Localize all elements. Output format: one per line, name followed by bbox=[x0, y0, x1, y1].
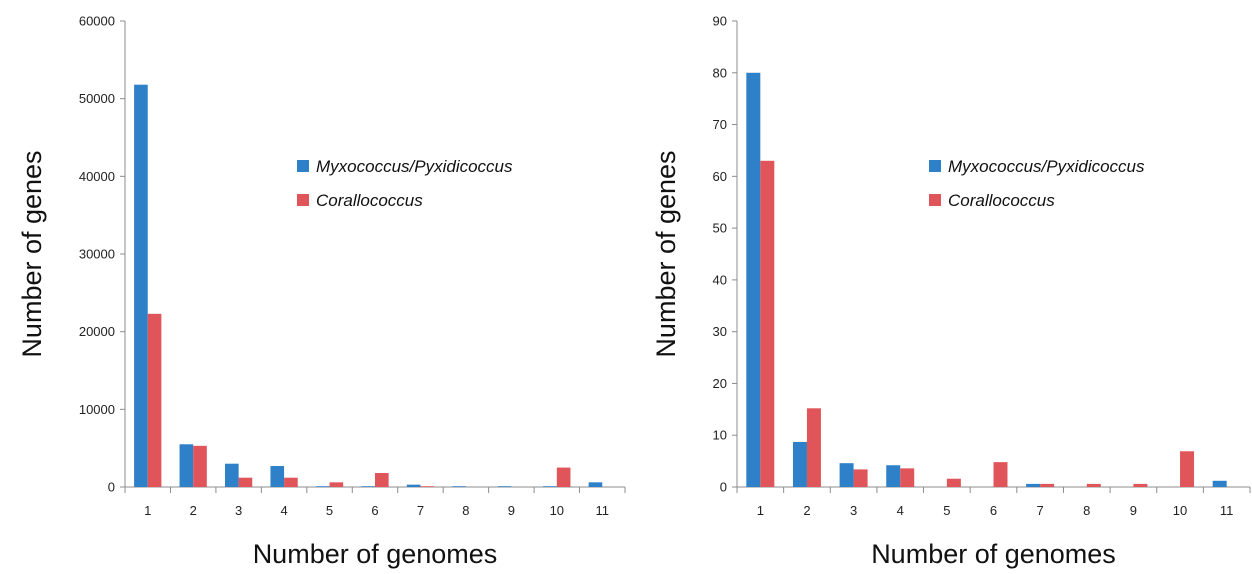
bar-corallococcus bbox=[556, 467, 571, 487]
y-tick-label: 10000 bbox=[79, 402, 115, 417]
bar-corallococcus bbox=[1180, 451, 1195, 487]
bar-corallococcus bbox=[760, 160, 775, 488]
x-tick-label: 5 bbox=[326, 503, 333, 518]
x-tick-label: 11 bbox=[1220, 503, 1234, 518]
legend-label: Corallococcus bbox=[948, 191, 1055, 210]
bar-myxococcus bbox=[886, 465, 901, 487]
x-tick-label: 3 bbox=[850, 503, 857, 518]
y-tick-label: 30 bbox=[713, 324, 727, 339]
legend-label: Myxococcus/Pyxidicoccus bbox=[316, 157, 513, 176]
bar-corallococcus bbox=[853, 469, 868, 487]
x-tick-label: 7 bbox=[1037, 503, 1044, 518]
bar-myxococcus bbox=[497, 486, 512, 487]
bar-myxococcus bbox=[225, 463, 239, 487]
x-tick-label: 8 bbox=[462, 503, 469, 518]
bar-corallococcus bbox=[238, 477, 253, 487]
x-tick-label: 1 bbox=[144, 503, 151, 518]
bar-myxococcus bbox=[1212, 480, 1227, 487]
legend-swatch bbox=[297, 194, 309, 206]
x-tick-label: 8 bbox=[1083, 503, 1090, 518]
y-tick-label: 0 bbox=[720, 480, 727, 495]
chart-left: 0 10000 20000 30000 40000 50000 60000 1 2 3 4 5 6 7 8 9… bbox=[17, 14, 626, 569]
y-tick-label: 40 bbox=[713, 272, 727, 287]
y-tick-label: 90 bbox=[713, 14, 727, 29]
y-axis-title: Number of genes bbox=[651, 150, 681, 357]
y-tick-label: 50000 bbox=[79, 91, 115, 106]
chart-right-svg: 0 10 20 30 40 50 60 70 80 90 1 2 3 4 5 6 7 8 9 10 11 Number o… bbox=[651, 14, 1251, 569]
bar-corallococcus bbox=[420, 486, 435, 487]
bar-myxococcus bbox=[1026, 483, 1041, 487]
x-tick-label: 9 bbox=[508, 503, 515, 518]
bar-myxococcus bbox=[588, 482, 603, 487]
x-tick-label: 1 bbox=[757, 503, 764, 518]
x-axis-title: Number of genomes bbox=[253, 539, 498, 569]
y-tick-label: 40000 bbox=[79, 169, 115, 184]
x-tick-label: 4 bbox=[280, 503, 287, 518]
bar-myxococcus bbox=[792, 441, 807, 487]
legend-label: Myxococcus/Pyxidicoccus bbox=[948, 157, 1145, 176]
bar-corallococcus bbox=[1133, 483, 1148, 487]
bar-myxococcus bbox=[452, 486, 466, 487]
x-tick-label: 6 bbox=[990, 503, 997, 518]
legend-swatch bbox=[929, 194, 941, 206]
chart-left-svg: 0 10000 20000 30000 40000 50000 60000 1 2 3 4 5 6 7 8 9… bbox=[17, 14, 626, 569]
bar-myxococcus bbox=[361, 486, 375, 487]
bar-myxococcus bbox=[134, 84, 148, 487]
bar-myxococcus bbox=[543, 486, 557, 487]
bar-corallococcus bbox=[1086, 483, 1101, 487]
bar-corallococcus bbox=[806, 408, 821, 487]
y-tick-label: 80 bbox=[713, 65, 727, 80]
bar-corallococcus bbox=[284, 477, 298, 487]
bar-corallococcus bbox=[946, 478, 961, 487]
legend-swatch bbox=[929, 160, 941, 172]
bar-corallococcus bbox=[1040, 483, 1055, 487]
x-tick-label: 6 bbox=[371, 503, 378, 518]
x-tick-label: 7 bbox=[417, 503, 424, 518]
x-tick-label: 3 bbox=[235, 503, 242, 518]
chart-right: 0 10 20 30 40 50 60 70 80 90 1 2 3 4 5 6 7 8 9 10 11 Number o… bbox=[626, 0, 1252, 574]
bar-corallococcus bbox=[900, 468, 915, 487]
bar-myxococcus bbox=[179, 444, 194, 487]
bar-myxococcus bbox=[746, 72, 761, 488]
x-tick-label: 9 bbox=[1130, 503, 1137, 518]
y-tick-label: 60 bbox=[713, 169, 727, 184]
y-tick-label: 30000 bbox=[79, 247, 115, 262]
x-tick-label: 5 bbox=[943, 503, 950, 518]
bar-myxococcus bbox=[315, 486, 330, 487]
bar-myxococcus bbox=[406, 484, 421, 487]
bar-corallococcus bbox=[193, 445, 207, 487]
y-tick-label: 60000 bbox=[79, 14, 115, 29]
y-tick-label: 50 bbox=[713, 221, 727, 236]
bar-corallococcus bbox=[147, 313, 162, 487]
y-tick-label: 0 bbox=[108, 480, 115, 495]
y-tick-label: 20000 bbox=[79, 324, 115, 339]
x-tick-label: 2 bbox=[803, 503, 810, 518]
y-tick-label: 20 bbox=[713, 376, 727, 391]
x-axis-title: Number of genomes bbox=[871, 539, 1116, 569]
legend-label: Corallococcus bbox=[316, 191, 423, 210]
bar-myxococcus bbox=[270, 466, 285, 487]
y-tick-label: 10 bbox=[713, 428, 727, 443]
bar-corallococcus bbox=[329, 482, 344, 487]
legend-swatch bbox=[297, 160, 309, 172]
bar-corallococcus bbox=[375, 473, 389, 487]
bar-corallococcus bbox=[993, 462, 1008, 487]
bar-myxococcus bbox=[839, 463, 854, 487]
y-axis-title: Number of genes bbox=[17, 150, 47, 357]
x-tick-label: 11 bbox=[596, 503, 610, 518]
y-tick-label: 70 bbox=[713, 117, 727, 132]
x-tick-label: 10 bbox=[1173, 503, 1187, 518]
x-tick-label: 10 bbox=[550, 503, 564, 518]
x-tick-label: 2 bbox=[190, 503, 197, 518]
x-tick-label: 4 bbox=[897, 503, 904, 518]
